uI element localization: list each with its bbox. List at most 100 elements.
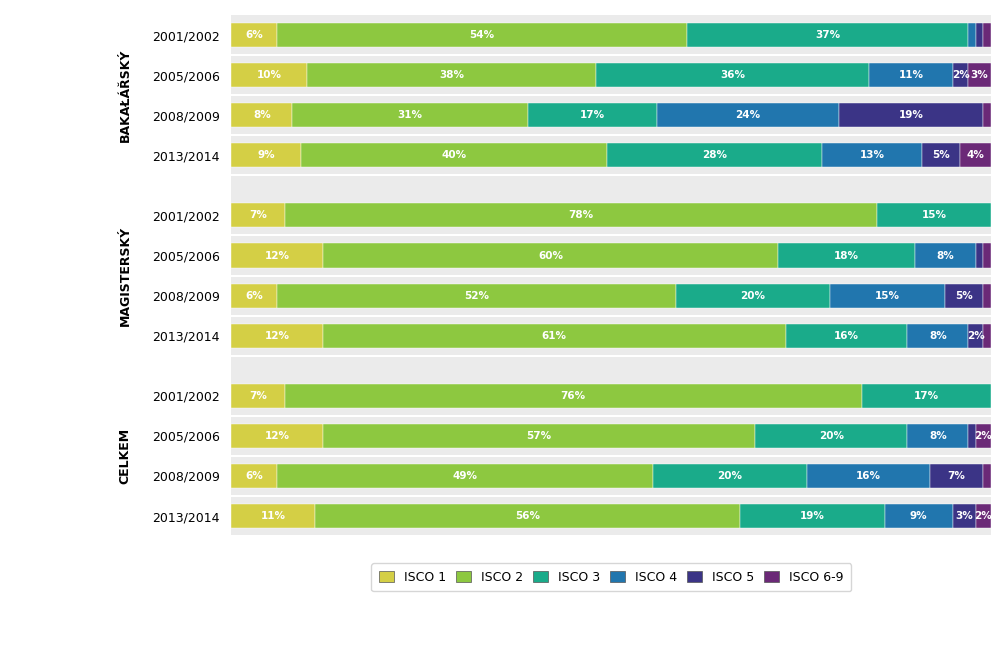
Text: CELKEM: CELKEM bbox=[119, 428, 132, 484]
Bar bbox=[232, 243, 322, 268]
Text: BAKAŁÁŘSKÝ: BAKAŁÁŘSKÝ bbox=[119, 48, 132, 142]
Text: 2%: 2% bbox=[952, 70, 970, 80]
Text: 13%: 13% bbox=[860, 150, 884, 160]
Bar bbox=[300, 143, 607, 167]
Bar bbox=[322, 324, 785, 348]
Bar bbox=[785, 324, 907, 348]
Bar bbox=[968, 63, 991, 87]
Bar bbox=[657, 104, 839, 127]
Text: 17%: 17% bbox=[913, 391, 939, 401]
Bar bbox=[983, 104, 991, 127]
Bar bbox=[232, 424, 322, 448]
Text: 20%: 20% bbox=[718, 471, 742, 481]
Bar bbox=[307, 63, 596, 87]
Bar bbox=[968, 23, 976, 47]
Text: 12%: 12% bbox=[265, 431, 290, 441]
Text: 16%: 16% bbox=[856, 471, 881, 481]
Bar bbox=[232, 504, 315, 528]
Bar bbox=[983, 23, 991, 47]
Bar bbox=[983, 243, 991, 268]
Text: 31%: 31% bbox=[398, 110, 422, 120]
Text: 11%: 11% bbox=[261, 511, 286, 521]
Text: 12%: 12% bbox=[265, 331, 290, 340]
Text: 36%: 36% bbox=[720, 70, 745, 80]
Bar bbox=[945, 284, 983, 308]
Text: 61%: 61% bbox=[542, 331, 567, 340]
Bar bbox=[983, 464, 991, 488]
Text: 15%: 15% bbox=[875, 290, 900, 301]
Bar bbox=[232, 104, 292, 127]
Text: 60%: 60% bbox=[538, 251, 563, 260]
Bar bbox=[968, 324, 983, 348]
Bar bbox=[907, 324, 968, 348]
Bar bbox=[839, 104, 983, 127]
Text: 5%: 5% bbox=[932, 150, 950, 160]
Bar bbox=[315, 504, 740, 528]
Bar bbox=[976, 504, 991, 528]
Text: 8%: 8% bbox=[928, 331, 947, 340]
Text: 7%: 7% bbox=[948, 471, 966, 481]
Text: 28%: 28% bbox=[702, 150, 727, 160]
Bar bbox=[807, 464, 929, 488]
Bar bbox=[232, 203, 285, 227]
Bar bbox=[778, 243, 915, 268]
Bar bbox=[968, 424, 976, 448]
Text: 8%: 8% bbox=[253, 110, 271, 120]
Text: 19%: 19% bbox=[898, 110, 923, 120]
Text: 52%: 52% bbox=[464, 290, 489, 301]
Text: 7%: 7% bbox=[249, 391, 267, 401]
Bar bbox=[232, 324, 322, 348]
Bar bbox=[232, 384, 285, 408]
Text: MAGISTERSKÝ: MAGISTERSKÝ bbox=[119, 225, 132, 326]
Bar bbox=[292, 104, 528, 127]
Bar bbox=[278, 284, 677, 308]
Text: 3%: 3% bbox=[956, 511, 973, 521]
Text: 7%: 7% bbox=[249, 210, 267, 221]
Legend: ISCO 1, ISCO 2, ISCO 3, ISCO 4, ISCO 5, ISCO 6-9: ISCO 1, ISCO 2, ISCO 3, ISCO 4, ISCO 5, … bbox=[371, 563, 851, 591]
Bar bbox=[976, 23, 983, 47]
Text: 9%: 9% bbox=[910, 511, 927, 521]
Bar bbox=[961, 143, 991, 167]
Text: 57%: 57% bbox=[527, 431, 552, 441]
Text: 6%: 6% bbox=[246, 30, 263, 40]
Text: 4%: 4% bbox=[967, 150, 985, 160]
Text: 20%: 20% bbox=[819, 431, 844, 441]
Bar bbox=[322, 424, 755, 448]
Bar bbox=[322, 243, 778, 268]
Bar bbox=[830, 284, 945, 308]
Bar bbox=[755, 424, 907, 448]
Text: 10%: 10% bbox=[257, 70, 282, 80]
Text: 12%: 12% bbox=[265, 251, 290, 260]
Text: 8%: 8% bbox=[937, 251, 955, 260]
Text: 6%: 6% bbox=[246, 290, 264, 301]
Bar bbox=[232, 63, 307, 87]
Text: 78%: 78% bbox=[568, 210, 593, 221]
Text: 6%: 6% bbox=[246, 471, 264, 481]
Bar bbox=[953, 63, 968, 87]
Bar bbox=[921, 143, 961, 167]
Bar bbox=[915, 243, 976, 268]
Text: 49%: 49% bbox=[453, 471, 478, 481]
Bar bbox=[687, 23, 968, 47]
Bar bbox=[232, 284, 278, 308]
Text: 2%: 2% bbox=[975, 511, 992, 521]
Text: 15%: 15% bbox=[921, 210, 947, 221]
Bar bbox=[285, 384, 862, 408]
Bar bbox=[528, 104, 657, 127]
Text: 18%: 18% bbox=[834, 251, 859, 260]
Bar bbox=[884, 504, 953, 528]
Text: 5%: 5% bbox=[956, 290, 973, 301]
Bar bbox=[983, 324, 991, 348]
Text: 76%: 76% bbox=[561, 391, 586, 401]
Text: 37%: 37% bbox=[815, 30, 840, 40]
Bar bbox=[654, 464, 807, 488]
Bar bbox=[862, 384, 991, 408]
Bar bbox=[232, 143, 300, 167]
Bar bbox=[976, 424, 991, 448]
Text: 8%: 8% bbox=[928, 431, 947, 441]
Text: 19%: 19% bbox=[800, 511, 825, 521]
Text: 40%: 40% bbox=[441, 150, 466, 160]
Bar bbox=[822, 143, 921, 167]
Bar bbox=[607, 143, 822, 167]
Text: 2%: 2% bbox=[967, 331, 985, 340]
